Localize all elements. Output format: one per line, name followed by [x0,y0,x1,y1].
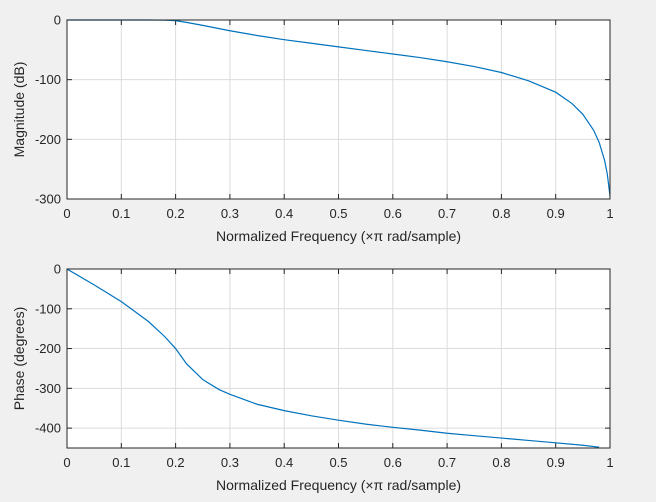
x-tick-label: 0.3 [221,206,239,221]
y-tick-label: 0 [54,262,61,277]
x-tick-label: 1 [606,206,613,221]
x-tick-label: 0.2 [167,206,185,221]
x-tick-label: 0.5 [329,455,347,470]
y-tick-label: 0 [54,13,61,28]
x-tick-label: 0.9 [547,206,565,221]
x-tick-label: 0.6 [384,206,402,221]
x-tick-label: 0.6 [384,455,402,470]
y-tick-label: -100 [35,72,61,87]
x-tick-label: 0.8 [492,206,510,221]
magnitude-axes: 0 0.1 0.2 0.3 0.4 0.5 0.6 0.7 0.8 0.9 1 -300 -200 -10… [11,13,614,245]
x-tick-label: 0.7 [438,206,456,221]
x-tick-label: 0 [63,206,70,221]
y-axis-label: Phase (degrees) [11,307,27,411]
y-tick-label: -300 [35,381,61,396]
y-tick-label: -400 [35,421,61,436]
x-tick-label: 0.9 [547,455,565,470]
y-tick-label: -200 [35,341,61,356]
y-tick-label: -200 [35,132,61,147]
y-axis-label: Magnitude (dB) [11,62,27,158]
phase-axes: 0 0.1 0.2 0.3 0.4 0.5 0.6 0.7 0.8 0.9 1 -400 -300 -20… [11,262,614,494]
x-tick-label: 0.1 [112,206,130,221]
x-tick-label: 0 [63,455,70,470]
x-tick-label: 0.5 [329,206,347,221]
x-tick-label: 0.1 [112,455,130,470]
y-tick-label: -100 [35,301,61,316]
x-tick-label: 0.4 [275,455,293,470]
y-tick-label: -300 [35,192,61,207]
x-tick-label: 0.2 [167,455,185,470]
x-tick-label: 0.8 [492,455,510,470]
x-tick-label: 0.7 [438,455,456,470]
x-axis-label: Normalized Frequency (×π rad/sample) [216,228,461,244]
x-tick-label: 1 [606,455,613,470]
x-axis-label: Normalized Frequency (×π rad/sample) [216,477,461,493]
x-tick-label: 0.3 [221,455,239,470]
x-tick-label: 0.4 [275,206,293,221]
